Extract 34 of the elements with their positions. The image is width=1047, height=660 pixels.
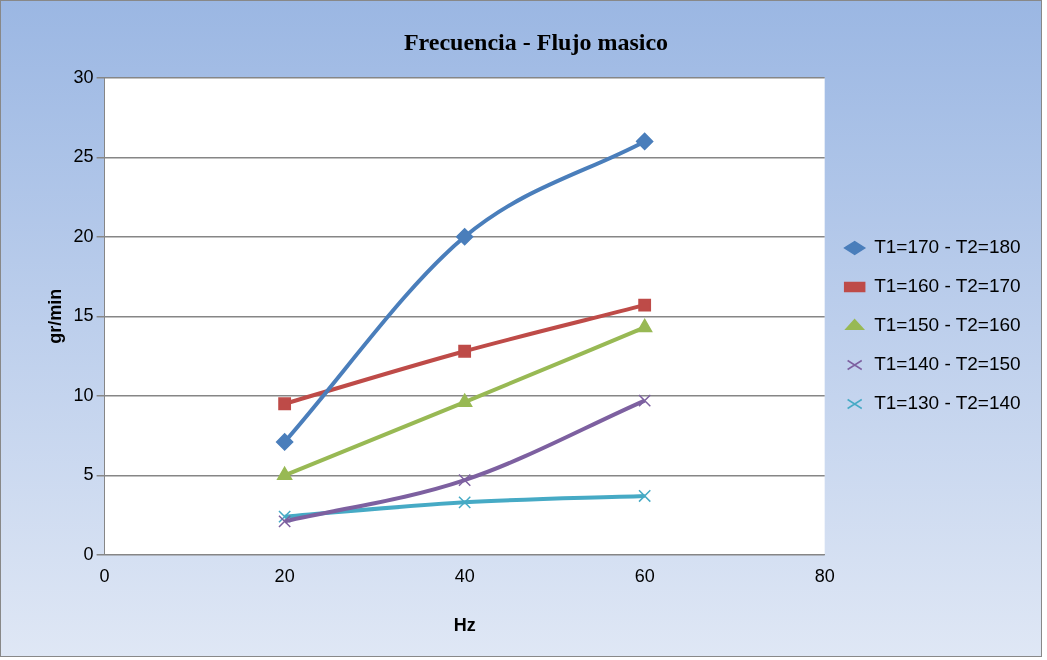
point <box>278 397 292 411</box>
point <box>455 228 474 246</box>
y-tick-label: 20 <box>73 225 94 246</box>
point <box>275 433 294 451</box>
point <box>458 344 472 358</box>
y-tick-label: 15 <box>73 305 94 326</box>
y-tick-label: 0 <box>83 543 94 564</box>
x-tick-label: 0 <box>99 565 110 586</box>
legend-label: T1=170 - T2=180 <box>874 236 1021 258</box>
point <box>278 515 292 528</box>
point <box>456 393 473 407</box>
x-tick-label: 80 <box>814 565 835 586</box>
x-tick-label: 60 <box>634 565 655 586</box>
legend-label: T1=150 - T2=160 <box>874 314 1021 336</box>
x-axis-title: Hz <box>453 615 476 636</box>
point <box>635 132 654 151</box>
y-tick-label: 5 <box>83 464 94 485</box>
point <box>638 394 652 407</box>
chart-title: Frecuencia - Flujo masico <box>403 28 669 55</box>
legend-label: T1=160 - T2=170 <box>874 275 1021 297</box>
y-axis-title: gr/min <box>44 288 65 344</box>
y-tick-label: 10 <box>73 384 94 405</box>
point <box>638 489 652 503</box>
point <box>458 473 472 487</box>
point <box>276 466 293 481</box>
legend-label: T1=140 - T2=150 <box>874 353 1021 375</box>
point <box>458 495 472 509</box>
y-tick-label: 30 <box>73 66 94 87</box>
y-tick-label: 25 <box>73 146 94 167</box>
x-tick-label: 40 <box>454 565 475 586</box>
point <box>636 318 653 333</box>
x-tick-label: 20 <box>274 565 295 586</box>
point <box>638 298 652 312</box>
legend-label: T1=130 - T2=140 <box>874 392 1021 414</box>
